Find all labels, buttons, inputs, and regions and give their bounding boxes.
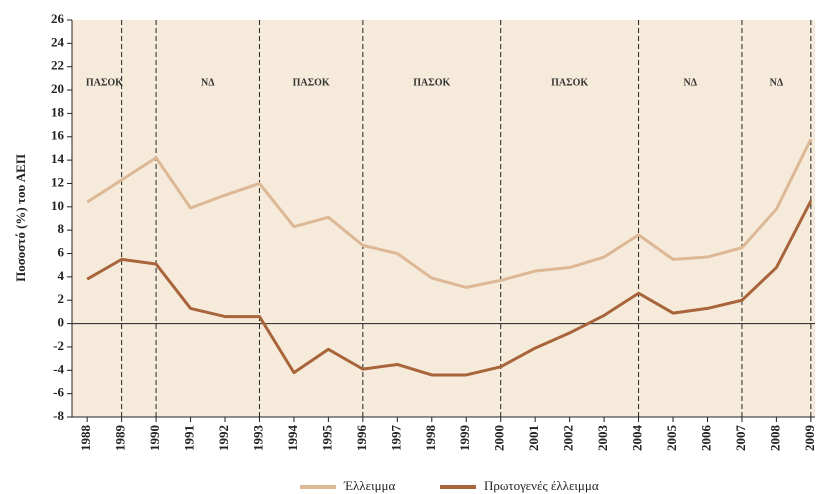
x-tick-label: 1999 (457, 425, 472, 452)
y-tick-label: 26 (51, 11, 65, 26)
y-tick-label: 20 (51, 81, 64, 96)
x-tick-label: 1990 (147, 425, 162, 451)
x-tick-label: 2001 (526, 425, 541, 451)
x-tick-label: 2006 (698, 425, 713, 452)
x-tick-label: 2008 (767, 425, 782, 452)
x-tick-label: 1998 (423, 425, 438, 452)
series-line (86, 138, 813, 289)
y-tick-label: -4 (53, 361, 64, 376)
period-label: ΝΔ (770, 77, 784, 88)
period-label: ΠΑΣΟΚ (413, 77, 450, 88)
y-axis-label: Ποσοστό (%) του ΑΕΠ (13, 154, 28, 282)
y-tick-label: -8 (53, 408, 64, 423)
x-tick-label: 2000 (492, 425, 507, 451)
period-label: ΠΑΣΟΚ (293, 77, 330, 88)
y-tick-label: 12 (51, 174, 64, 189)
y-tick-label: -6 (53, 385, 64, 400)
x-tick-label: 1992 (216, 425, 231, 451)
period-label: ΝΔ (201, 77, 215, 88)
y-tick-label: -2 (53, 338, 64, 353)
y-tick-label: 10 (51, 198, 64, 213)
y-tick-label: 8 (58, 221, 65, 236)
y-tick-label: 2 (58, 291, 65, 306)
y-tick-label: 0 (58, 315, 65, 330)
series-line (86, 200, 813, 377)
x-tick-label: 1988 (78, 425, 93, 452)
x-tick-label: 1993 (250, 425, 265, 452)
y-tick-label: 16 (51, 128, 65, 143)
period-label: ΠΑΣΟΚ (86, 77, 123, 88)
y-tick-label: 18 (51, 104, 65, 119)
x-tick-label: 2005 (664, 425, 679, 452)
y-tick-label: 14 (51, 151, 65, 166)
x-tick-label: 1997 (388, 425, 403, 452)
period-label: ΠΑΣΟΚ (551, 77, 588, 88)
y-tick-label: 24 (51, 34, 65, 49)
x-tick-label: 2004 (630, 425, 645, 452)
legend-label: Έλλειμμα (343, 478, 396, 493)
x-tick-label: 2007 (733, 425, 748, 452)
x-tick-label: 1989 (113, 425, 128, 452)
y-tick-label: 6 (58, 245, 65, 260)
y-tick-label: 22 (51, 58, 64, 73)
x-tick-label: 1996 (354, 425, 369, 452)
legend-label: Πρωτογενές έλλειμμα (484, 478, 599, 493)
x-tick-label: 1995 (319, 425, 334, 452)
y-tick-label: 4 (58, 268, 65, 283)
x-tick-label: 2009 (802, 425, 817, 452)
plot-background (72, 20, 815, 417)
x-tick-label: 1994 (285, 425, 300, 452)
x-tick-label: 2003 (595, 425, 610, 452)
period-label: ΝΔ (683, 77, 697, 88)
x-tick-label: 1991 (182, 425, 197, 451)
x-tick-label: 2002 (561, 425, 576, 451)
